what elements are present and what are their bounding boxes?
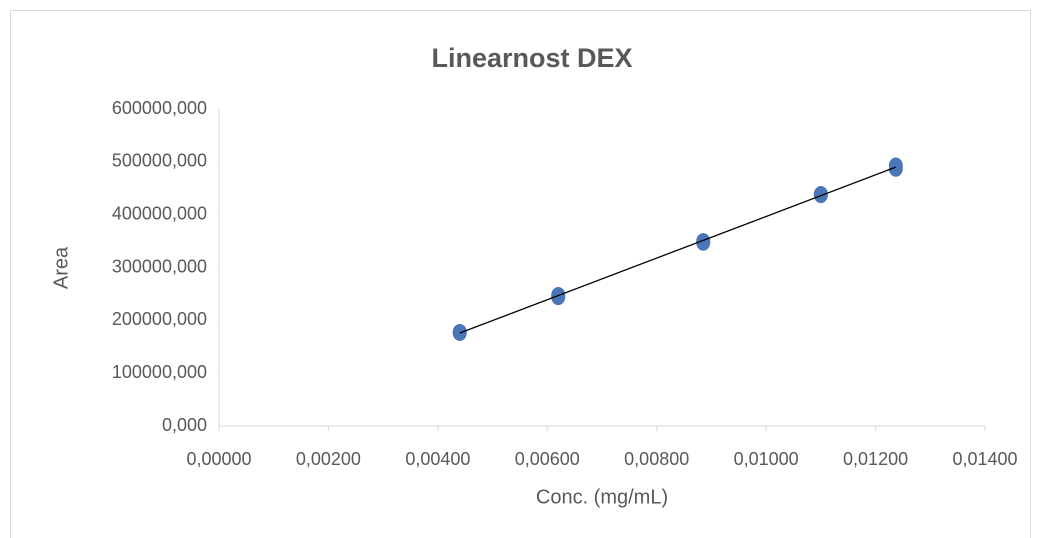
point bbox=[696, 233, 711, 250]
point bbox=[813, 186, 828, 203]
chart-title: Linearnost DEX bbox=[431, 43, 632, 73]
x-tick-label: 0,01000 bbox=[734, 449, 799, 469]
y-tick-label: 100000,000 bbox=[112, 362, 207, 382]
point bbox=[888, 157, 903, 174]
x-tick-label: 0,00400 bbox=[405, 449, 470, 469]
x-tick-label: 0,00600 bbox=[515, 449, 580, 469]
y-tick-label: 200000,000 bbox=[112, 309, 207, 329]
point bbox=[452, 323, 467, 340]
trendline bbox=[459, 166, 897, 334]
x-tick-label: 0,01200 bbox=[843, 449, 908, 469]
y-tick-label: 600000,000 bbox=[112, 98, 207, 118]
y-tick-label: 0,000 bbox=[162, 415, 207, 435]
y-axis-label: Area bbox=[50, 246, 72, 289]
x-tick-label: 0,00200 bbox=[296, 449, 361, 469]
y-tick-label: 300000,000 bbox=[112, 256, 207, 276]
x-tick-label: 0,00800 bbox=[624, 449, 689, 469]
y-tick-label: 400000,000 bbox=[112, 203, 207, 223]
y-tick-label: 500000,000 bbox=[112, 151, 207, 171]
x-tick-label: 0,01400 bbox=[952, 449, 1017, 469]
x-tick-label: 0,00000 bbox=[186, 449, 251, 469]
chart-frame bbox=[10, 10, 1031, 538]
x-axis-label: Conc. (mg/mL) bbox=[536, 486, 668, 508]
